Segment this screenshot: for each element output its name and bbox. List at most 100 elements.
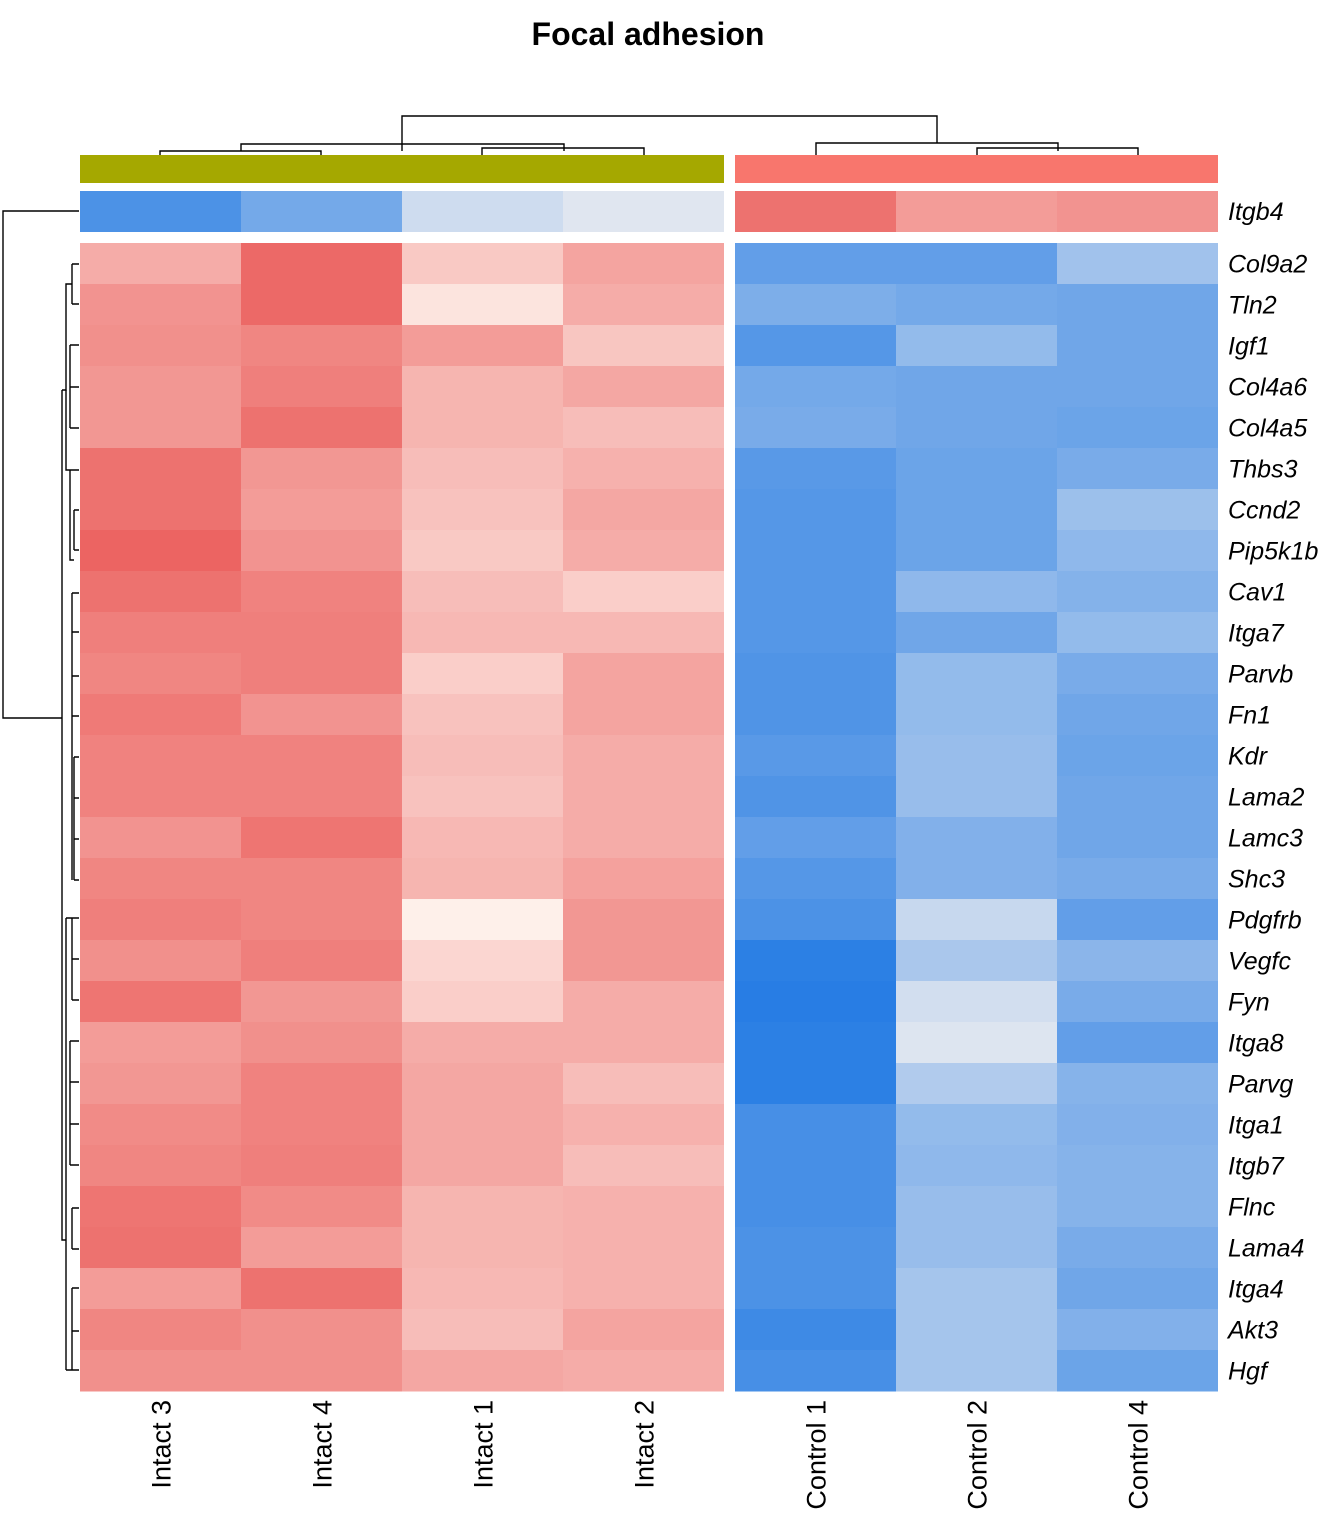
heatmap-cell [80, 1186, 241, 1228]
heatmap-cell [896, 899, 1057, 941]
heatmap-cell [80, 940, 241, 982]
heatmap-cell [241, 243, 402, 285]
column-label: Intact 3 [147, 1400, 177, 1489]
heatmap-cell [896, 1145, 1057, 1187]
heatmap-cell [80, 899, 241, 941]
heatmap-cell [896, 1350, 1057, 1392]
heatmap-cell [735, 1309, 896, 1351]
heatmap-cell [80, 1227, 241, 1269]
heatmap-cell [735, 1022, 896, 1064]
row-label: Itga1 [1228, 1112, 1284, 1140]
heatmap-cells [80, 243, 1218, 1392]
column-labels: Intact 3 Intact 4 Intact 1 Intact 2 Control … [147, 1400, 1154, 1510]
heatmap-cell [896, 366, 1057, 408]
heatmap-cell [1057, 1104, 1218, 1146]
heatmap-cell [1057, 1063, 1218, 1105]
heatmap-cell [563, 1186, 724, 1228]
column-dendrogram [159, 115, 1139, 155]
row-label: Lama2 [1228, 784, 1305, 812]
heatmap-cell [735, 571, 896, 613]
heatmap-cell [402, 284, 563, 326]
heatmap-cell [563, 489, 724, 531]
heatmap-cell [735, 612, 896, 654]
row-label: Hgf [1228, 1358, 1270, 1386]
heatmap-cell [896, 448, 1057, 490]
heatmap-cell [402, 735, 563, 777]
heatmap-cell [563, 776, 724, 818]
heatmap-cell [1057, 325, 1218, 367]
heatmap-cell [1057, 735, 1218, 777]
row-label: Kdr [1228, 743, 1269, 771]
itgb4-cell [241, 191, 402, 232]
heatmap-cell [402, 1309, 563, 1351]
heatmap-cell [241, 489, 402, 531]
heatmap-cell [80, 858, 241, 900]
heatmap-cell [402, 858, 563, 900]
row-label: Itga7 [1228, 620, 1285, 648]
row-label: Col4a5 [1228, 415, 1307, 443]
heatmap-cell [402, 366, 563, 408]
heatmap-cell [896, 776, 1057, 818]
row-label: Shc3 [1228, 866, 1285, 894]
heatmap-cell [1057, 407, 1218, 449]
heatmap-cell [241, 1268, 402, 1310]
heatmap-cell [1057, 243, 1218, 285]
heatmap-cell [1057, 1022, 1218, 1064]
row-label: Cav1 [1228, 579, 1286, 607]
heatmap-cell [402, 1063, 563, 1105]
heatmap-cell [1057, 1145, 1218, 1187]
heatmap-cell [402, 1268, 563, 1310]
heatmap-cell [402, 1022, 563, 1064]
heatmap-cell [241, 1186, 402, 1228]
heatmap-cell [241, 1309, 402, 1351]
heatmap-cell [402, 530, 563, 572]
heatmap-cell [1057, 940, 1218, 982]
heatmap-cell [1057, 1268, 1218, 1310]
heatmap-cell [80, 1309, 241, 1351]
heatmap-cell [896, 694, 1057, 736]
row-label: Fyn [1228, 989, 1270, 1017]
heatmap-cell [563, 366, 724, 408]
heatmap-cell [1057, 858, 1218, 900]
heatmap-cell [241, 940, 402, 982]
heatmap-cell [241, 366, 402, 408]
heatmap-cell [735, 981, 896, 1023]
heatmap-cell [735, 817, 896, 859]
heatmap-cell [896, 653, 1057, 695]
itgb4-cell [1057, 191, 1218, 232]
row-label: Parvg [1228, 1071, 1293, 1099]
heatmap-cell [241, 694, 402, 736]
heatmap-cell [402, 407, 563, 449]
heatmap-cell [896, 1063, 1057, 1105]
row-labels: Col9a2 Tln2 Igf1 Col4a6 Col4a5 Thbs3 Ccnd2 Pip5… [1226, 251, 1318, 1386]
row-label: Igf1 [1228, 333, 1270, 361]
heatmap-cell [563, 1145, 724, 1187]
heatmap-cell [241, 1145, 402, 1187]
heatmap-cell [1057, 1309, 1218, 1351]
heatmap-cell [563, 284, 724, 326]
heatmap-cell [896, 489, 1057, 531]
heatmap-cell [241, 407, 402, 449]
heatmap-cell [80, 981, 241, 1023]
heatmap-cell [563, 735, 724, 777]
heatmap-cell [402, 1227, 563, 1269]
heatmap-cell [735, 407, 896, 449]
chart-title: Focal adhesion [532, 16, 765, 52]
itgb4-cell [402, 191, 563, 232]
itgb4-cell [80, 191, 241, 232]
heatmap-cell [563, 1104, 724, 1146]
row-label: Itgb7 [1228, 1153, 1285, 1181]
heatmap-cell [1057, 899, 1218, 941]
heatmap-cell [402, 1186, 563, 1228]
row-label: Vegfc [1228, 948, 1292, 976]
heatmap-cell [563, 243, 724, 285]
heatmap-cell [735, 858, 896, 900]
heatmap-cell [896, 858, 1057, 900]
heatmap-cell [241, 1063, 402, 1105]
heatmap-cell [1057, 1350, 1218, 1392]
group-bar-control [735, 155, 1218, 183]
group-annotation-bar [80, 155, 1218, 183]
heatmap-cell [1057, 776, 1218, 818]
heatmap-cell [80, 448, 241, 490]
heatmap-cell [896, 1022, 1057, 1064]
